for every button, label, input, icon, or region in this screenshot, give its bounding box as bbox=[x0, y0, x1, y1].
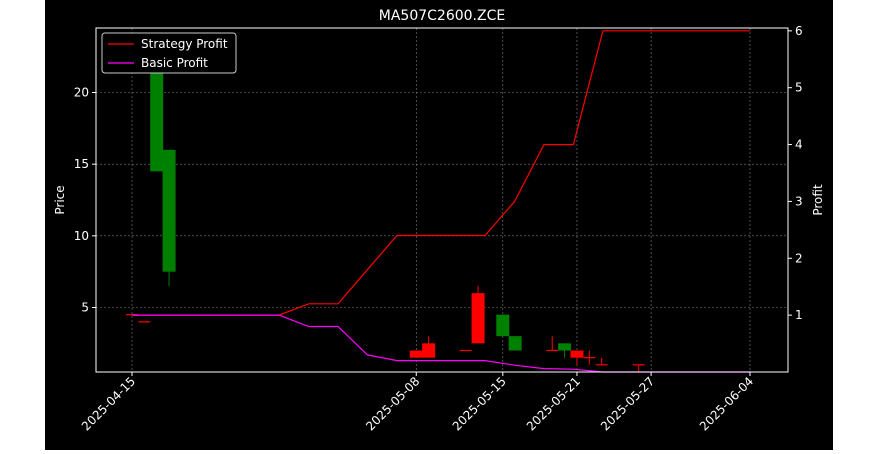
candle-body bbox=[422, 343, 436, 358]
candles bbox=[126, 42, 645, 372]
candle-body bbox=[150, 49, 164, 172]
y-axis-right-ticks: 1 2 3 4 5 6 bbox=[788, 24, 803, 322]
y-axis-label: Price bbox=[53, 185, 67, 214]
candle-body bbox=[409, 350, 423, 358]
x-tick-label: 2025-05-21 bbox=[524, 374, 583, 433]
x-tick-label: 2025-06-04 bbox=[697, 374, 756, 433]
y-right-tick-label: 2 bbox=[795, 251, 803, 265]
x-axis-ticks: 2025-04-15 2025-05-08 2025-05-15 2025-05-21… bbox=[79, 372, 756, 433]
candle-body bbox=[570, 350, 584, 358]
y-right-tick-label: 6 bbox=[795, 24, 803, 38]
y-axis-right-label: Profit bbox=[811, 184, 825, 216]
candle-body bbox=[162, 149, 176, 272]
chart-canvas: MA507C2600.ZCE 5 10 15 20 1 2 3 4 5 6 2025-04-15… bbox=[45, 0, 833, 450]
legend-label-basic: Basic Profit bbox=[141, 56, 208, 70]
y-right-tick-label: 1 bbox=[795, 308, 803, 322]
y-right-tick-label: 3 bbox=[795, 194, 803, 208]
legend: Strategy Profit Basic Profit bbox=[101, 32, 237, 74]
plot-frame bbox=[95, 27, 789, 373]
x-tick-label: 2025-05-15 bbox=[450, 374, 509, 433]
y-axis-ticks: 5 10 15 20 bbox=[74, 86, 96, 315]
y-tick-label: 5 bbox=[81, 301, 89, 315]
candle-body bbox=[508, 336, 522, 351]
y-tick-label: 20 bbox=[74, 86, 89, 100]
y-right-tick-label: 5 bbox=[795, 81, 803, 95]
candle-body bbox=[471, 293, 485, 344]
basic-profit-line bbox=[132, 314, 750, 373]
profit-lines bbox=[132, 30, 750, 373]
y-tick-label: 10 bbox=[74, 229, 89, 243]
y-right-tick-label: 4 bbox=[795, 138, 803, 152]
legend-box bbox=[101, 32, 237, 74]
x-tick-label: 2025-05-27 bbox=[598, 374, 657, 433]
y-tick-label: 15 bbox=[74, 157, 89, 171]
grid-lines bbox=[96, 28, 788, 372]
x-tick-label: 2025-04-15 bbox=[79, 374, 138, 433]
candlestick-chart: MA507C2600.ZCE 5 10 15 20 1 2 3 4 5 6 2025-04-15… bbox=[53, 8, 825, 433]
legend-label-strategy: Strategy Profit bbox=[141, 37, 228, 51]
candle-body bbox=[558, 343, 572, 351]
chart-title: MA507C2600.ZCE bbox=[379, 8, 505, 24]
x-tick-label: 2025-05-08 bbox=[363, 374, 422, 433]
candle-body bbox=[496, 314, 510, 337]
